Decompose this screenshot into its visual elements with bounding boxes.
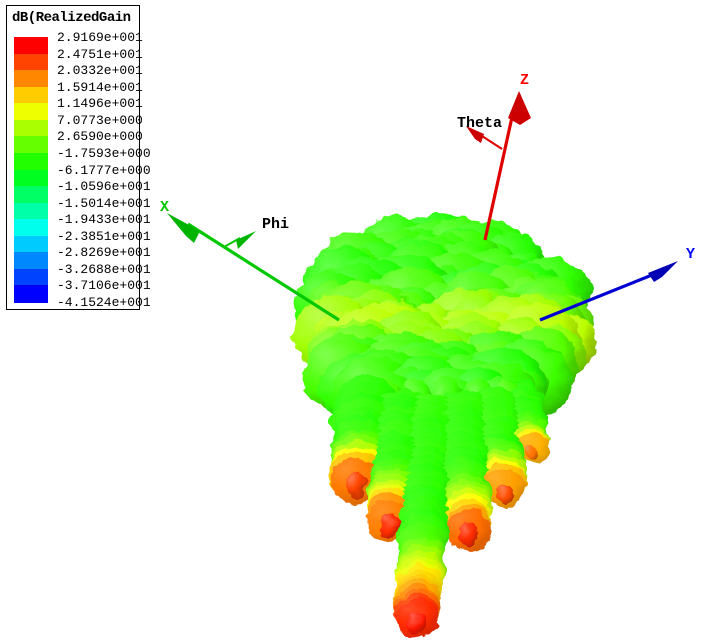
svg-text:Theta: Theta [457,115,502,132]
svg-text:Y: Y [686,246,695,263]
svg-text:Z: Z [520,72,529,89]
svg-text:X: X [160,199,169,216]
svg-text:Phi: Phi [262,216,289,233]
